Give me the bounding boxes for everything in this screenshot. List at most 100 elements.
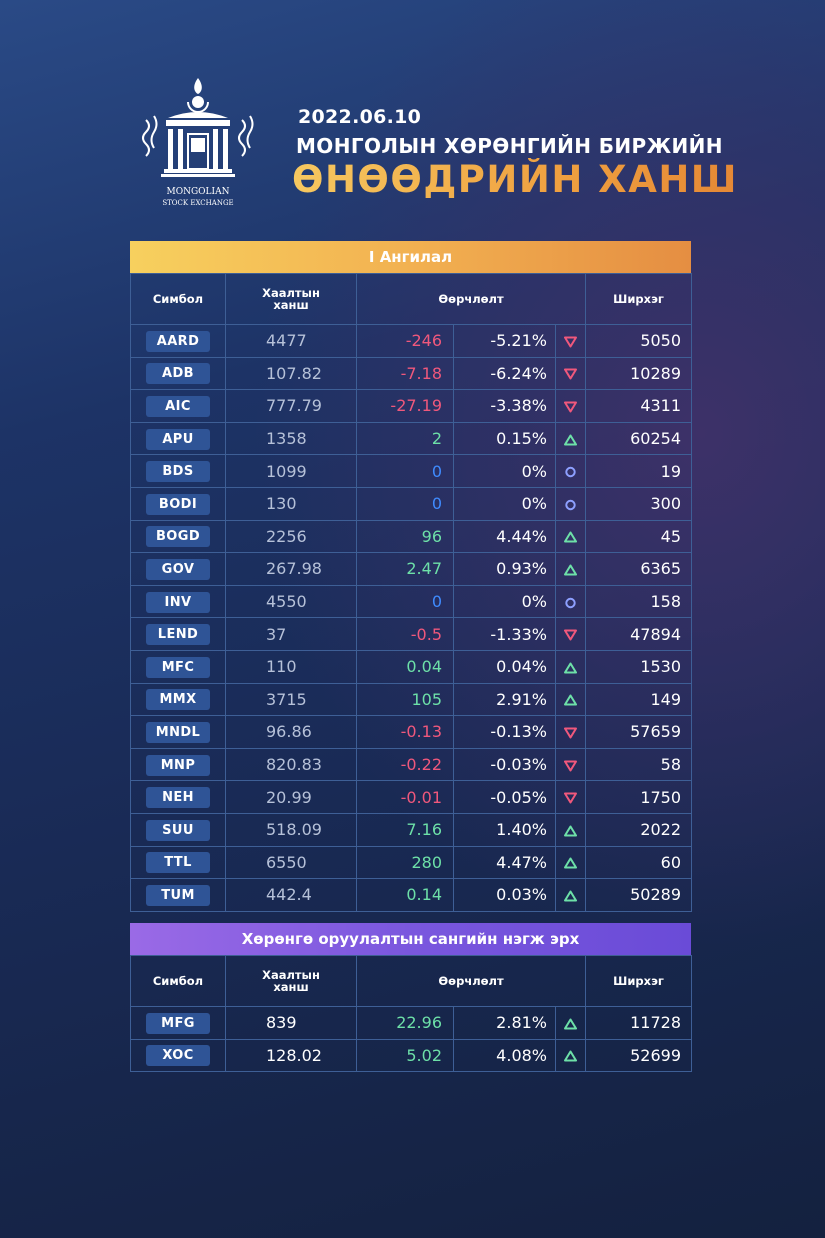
symbol-cell: GOV: [130, 552, 226, 586]
symbol-badge: MFG: [146, 1012, 210, 1034]
down-triangle-icon: [564, 727, 578, 739]
section-category-1: I Ангилал Симбол Хаалтын ханш Өөрчлөлт Ши…: [130, 241, 693, 912]
table-row: LEND 37 -0.5 -1.33% 47894: [130, 617, 693, 651]
symbol-badge: GOV: [146, 558, 210, 580]
symbol-cell: AIC: [130, 389, 226, 423]
symbol-badge: XOC: [146, 1045, 210, 1067]
section-investment-funds: Хөрөнгө оруулалтын сангийн нэгж эрх Симб…: [130, 923, 693, 1073]
direction-icon: [554, 1006, 587, 1040]
symbol-badge: AARD: [146, 330, 210, 352]
close-price: 128.02: [225, 1038, 357, 1073]
direction-icon: [554, 682, 587, 717]
change-value: -7.18: [356, 356, 454, 391]
quantity: 58: [585, 747, 693, 782]
direction-icon: [554, 324, 587, 358]
close-price: 777.79: [225, 389, 357, 423]
up-triangle-icon: [564, 857, 578, 869]
quantity: 11728: [585, 1006, 693, 1040]
page-title: ӨНӨӨДРИЙН ХАНШ: [292, 158, 739, 201]
table-row: MFG 839 22.96 2.81% 11728: [130, 1006, 693, 1040]
logo-text-line1: MONGOLIAN: [167, 187, 230, 197]
circle-icon: [565, 499, 576, 510]
header-symbol: Симбол: [130, 955, 226, 1007]
circle-icon: [565, 466, 576, 478]
close-price: 1358: [225, 421, 357, 456]
change-percent: 4.44%: [453, 519, 556, 554]
change-percent: 4.08%: [453, 1038, 556, 1073]
close-price: 37: [225, 617, 357, 651]
down-triangle-icon: [564, 368, 578, 380]
quantity: 19: [585, 454, 693, 488]
symbol-badge: ADB: [146, 363, 210, 385]
direction-icon: [554, 519, 587, 554]
direction-icon: [554, 1038, 587, 1073]
symbol-badge: LEND: [146, 624, 210, 646]
change-percent: 2.91%: [453, 682, 556, 717]
header-change: Өөрчлөлт: [355, 273, 587, 325]
header-change: Өөрчлөлт: [355, 955, 587, 1007]
change-percent: 0.03%: [453, 878, 556, 912]
quantity: 5050: [585, 324, 693, 358]
quantity: 300: [585, 486, 693, 521]
down-triangle-icon: [564, 792, 578, 804]
up-triangle-icon: [564, 825, 578, 837]
up-triangle-icon: [564, 434, 578, 446]
direction-icon: [554, 486, 587, 521]
direction-icon: [554, 649, 587, 684]
table-row: BDS 1099 0 0% 19: [130, 454, 693, 488]
close-price: 110: [225, 649, 357, 684]
quantity: 10289: [585, 356, 693, 391]
close-price: 442.4: [225, 878, 357, 912]
direction-icon: [554, 617, 587, 651]
direction-icon: [554, 845, 587, 880]
direction-icon: [554, 780, 587, 814]
table-header-row: Симбол Хаалтын ханш Өөрчлөлт Ширхэг: [130, 273, 693, 325]
change-percent: 4.47%: [453, 845, 556, 880]
table-row: MFC 110 0.04 0.04% 1530: [130, 649, 693, 684]
direction-icon: [554, 747, 587, 782]
change-value: 280: [356, 845, 454, 880]
table-row: SUU 518.09 7.16 1.40% 2022: [130, 812, 693, 847]
table-row: APU 1358 2 0.15% 60254: [130, 421, 693, 456]
change-percent: -0.03%: [453, 747, 556, 782]
change-percent: -0.13%: [453, 715, 556, 749]
change-value: 5.02: [356, 1038, 454, 1073]
symbol-badge: TUM: [146, 884, 210, 906]
table-row: ADB 107.82 -7.18 -6.24% 10289: [130, 356, 693, 391]
table-row: TUM 442.4 0.14 0.03% 50289: [130, 878, 693, 912]
quantity: 47894: [585, 617, 693, 651]
close-price: 130: [225, 486, 357, 521]
direction-icon: [554, 552, 587, 586]
symbol-badge: MNDL: [146, 721, 210, 743]
table-row: MMX 3715 105 2.91% 149: [130, 682, 693, 717]
change-value: 7.16: [356, 812, 454, 847]
direction-icon: [554, 812, 587, 847]
direction-icon: [554, 389, 587, 423]
table-row: TTL 6550 280 4.47% 60: [130, 845, 693, 880]
direction-icon: [554, 454, 587, 488]
up-triangle-icon: [564, 531, 578, 543]
symbol-cell: AARD: [130, 324, 226, 358]
direction-icon: [554, 356, 587, 391]
table-row: BOGD 2256 96 4.44% 45: [130, 519, 693, 554]
symbol-cell: MMX: [130, 682, 226, 717]
symbol-badge: SUU: [146, 819, 210, 841]
section-title: I Ангилал: [130, 241, 691, 273]
change-percent: 1.40%: [453, 812, 556, 847]
quantity: 60254: [585, 421, 693, 456]
symbol-cell: TUM: [130, 878, 226, 912]
quantity: 6365: [585, 552, 693, 586]
change-percent: 0%: [453, 486, 556, 521]
close-price: 6550: [225, 845, 357, 880]
symbol-badge: INV: [146, 591, 210, 613]
change-percent: 0.04%: [453, 649, 556, 684]
header-quantity: Ширхэг: [585, 955, 693, 1007]
quantity: 60: [585, 845, 693, 880]
symbol-cell: MNP: [130, 747, 226, 782]
change-value: -0.22: [356, 747, 454, 782]
close-price: 1099: [225, 454, 357, 488]
change-value: -27.19: [356, 389, 454, 423]
symbol-cell: INV: [130, 584, 226, 619]
symbol-cell: MFC: [130, 649, 226, 684]
close-price: 96.86: [225, 715, 357, 749]
